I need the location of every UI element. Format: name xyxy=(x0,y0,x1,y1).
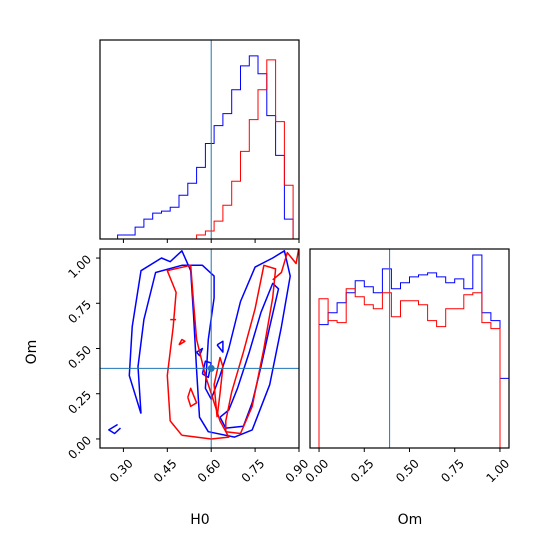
y-axis-label-om: Om xyxy=(24,340,40,365)
x-axis-label-h0: H0 xyxy=(190,512,209,528)
om-y-tick-label-1: 0.25 xyxy=(65,388,94,417)
h0-tick-label-1: 0.45 xyxy=(151,456,180,485)
om-y-tick-label-3: 0.75 xyxy=(65,297,94,326)
h0-histogram-series-1 xyxy=(100,59,299,239)
om-x-tick-label-0: 0.00 xyxy=(303,456,332,485)
om-histogram-plot-area xyxy=(310,249,509,448)
h0-om-contour-panel: 0.30 0.45 0.60 0.75 0.900.000.250.500.751.00 xyxy=(65,248,311,485)
contour-line-12 xyxy=(178,338,186,346)
om-y-tick-label-0: 0.00 xyxy=(65,433,94,462)
contour-line-4 xyxy=(216,340,224,353)
truth-point xyxy=(207,364,215,372)
h0-histogram-series-0 xyxy=(100,55,299,239)
om-x-tick-label-2: 0.50 xyxy=(393,456,422,485)
om-x-tick-label-1: 0.25 xyxy=(348,456,377,485)
contour-line-9 xyxy=(213,356,224,418)
h0-histogram-plot-area xyxy=(100,40,299,239)
contour-line-6 xyxy=(166,264,230,440)
om-histogram-panel: 0.00 0.25 0.50 0.75 1.00 xyxy=(303,248,513,485)
om-histogram-series-0 xyxy=(310,254,509,448)
contour-line-1 xyxy=(128,250,291,438)
h0-tick-label-0: 0.30 xyxy=(107,456,136,485)
contour-line-0 xyxy=(108,423,122,435)
h0-histogram-panel xyxy=(99,39,300,243)
h0-tick-label-2: 0.60 xyxy=(195,456,224,485)
om-x-tick-label-4: 1.00 xyxy=(484,456,513,485)
x-axis-label-om: Om xyxy=(398,512,423,528)
om-histogram-series-1 xyxy=(310,288,509,448)
h0-tick-label-3: 0.75 xyxy=(239,456,268,485)
contour-line-10 xyxy=(272,249,299,281)
om-x-tick-label-3: 0.75 xyxy=(438,456,467,485)
contour-line-7 xyxy=(187,387,198,408)
om-y-tick-label-4: 1.00 xyxy=(65,252,94,281)
contour-plot-area xyxy=(100,249,299,448)
h0-histogram-frame xyxy=(99,39,300,240)
om-y-tick-label-2: 0.50 xyxy=(65,343,94,372)
contour-line-8 xyxy=(225,264,277,435)
